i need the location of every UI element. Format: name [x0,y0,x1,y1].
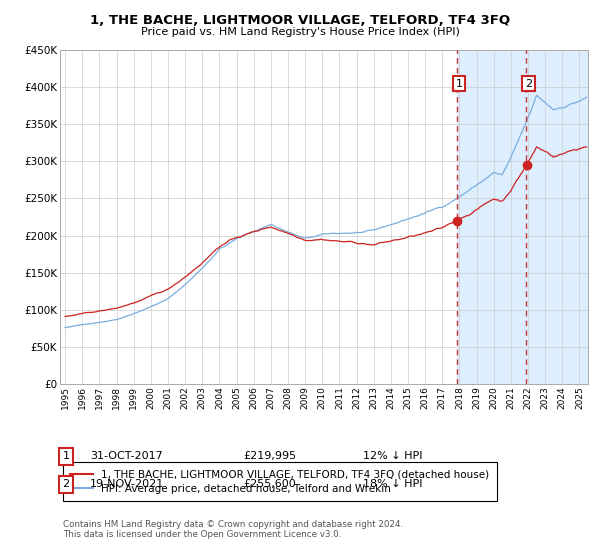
Text: 18% ↓ HPI: 18% ↓ HPI [363,479,422,489]
Text: 19-NOV-2021: 19-NOV-2021 [90,479,164,489]
Bar [457,50,588,384]
Text: 12% ↓ HPI: 12% ↓ HPI [363,451,422,461]
Text: 1: 1 [62,451,70,461]
Text: Contains HM Land Registry data © Crown copyright and database right 2024.
This d: Contains HM Land Registry data © Crown c… [63,520,403,539]
Text: £219,995: £219,995 [243,451,296,461]
Text: 1: 1 [455,79,463,88]
Text: 1, THE BACHE, LIGHTMOOR VILLAGE, TELFORD, TF4 3FQ: 1, THE BACHE, LIGHTMOOR VILLAGE, TELFORD… [90,14,510,27]
Text: 2: 2 [62,479,70,489]
Legend: 1, THE BACHE, LIGHTMOOR VILLAGE, TELFORD, TF4 3FQ (detached house), HPI: Average: 1, THE BACHE, LIGHTMOOR VILLAGE, TELFORD… [62,462,497,501]
Text: Price paid vs. HM Land Registry's House Price Index (HPI): Price paid vs. HM Land Registry's House … [140,27,460,37]
Text: 31-OCT-2017: 31-OCT-2017 [90,451,163,461]
Text: £255,600: £255,600 [243,479,296,489]
Text: 2: 2 [525,79,532,88]
